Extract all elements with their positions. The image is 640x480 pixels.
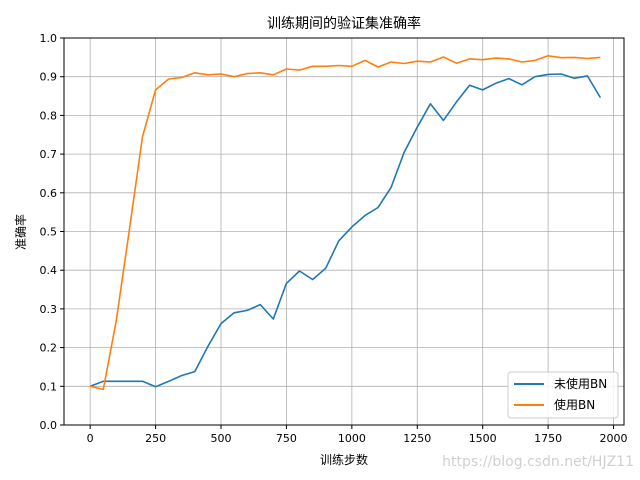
x-tick-label: 750 <box>276 432 297 445</box>
y-axis-label: 准确率 <box>13 214 28 250</box>
y-tick-label: 0.9 <box>40 71 58 84</box>
y-tick-label: 0.6 <box>40 187 58 200</box>
legend-label-no-bn: 未使用BN <box>554 376 607 391</box>
y-tick-label: 0.8 <box>40 109 58 122</box>
x-tick-label: 2000 <box>600 432 628 445</box>
x-tick-label: 0 <box>87 432 94 445</box>
x-axis-label: 训练步数 <box>320 452 368 467</box>
y-tick-label: 0.5 <box>40 226 58 239</box>
legend: 未使用BN 使用BN <box>507 371 619 419</box>
watermark-text: https://blog.csdn.net/HJZ11 <box>442 454 634 470</box>
series-line-no-bn <box>89 73 602 388</box>
y-tick-label: 0.0 <box>40 419 58 432</box>
grid <box>64 37 624 426</box>
legend-label-bn: 使用BN <box>554 397 595 412</box>
y-tick-label: 0.7 <box>40 148 58 161</box>
chart-title: 训练期间的验证集准确率 <box>267 15 421 32</box>
x-ticks: 0 250 500 750 1000 1250 1500 1750 2000 <box>87 425 628 445</box>
x-tick-label: 1500 <box>469 432 497 445</box>
x-tick-label: 1250 <box>403 432 431 445</box>
y-ticks: 0.0 0.1 0.2 0.3 0.4 0.5 0.6 0.7 0.8 0.9 1.0 <box>40 32 64 432</box>
x-tick-label: 250 <box>145 432 166 445</box>
x-tick-label: 500 <box>211 432 232 445</box>
x-tick-label: 1000 <box>338 432 366 445</box>
series-layer <box>89 54 602 391</box>
y-tick-label: 0.1 <box>40 380 58 393</box>
y-tick-label: 0.4 <box>40 264 58 277</box>
y-tick-label: 0.2 <box>40 342 58 355</box>
series-line-bn <box>90 54 601 391</box>
x-tick-label: 1750 <box>534 432 562 445</box>
y-tick-label: 0.3 <box>40 303 58 316</box>
y-tick-label: 1.0 <box>40 32 58 45</box>
